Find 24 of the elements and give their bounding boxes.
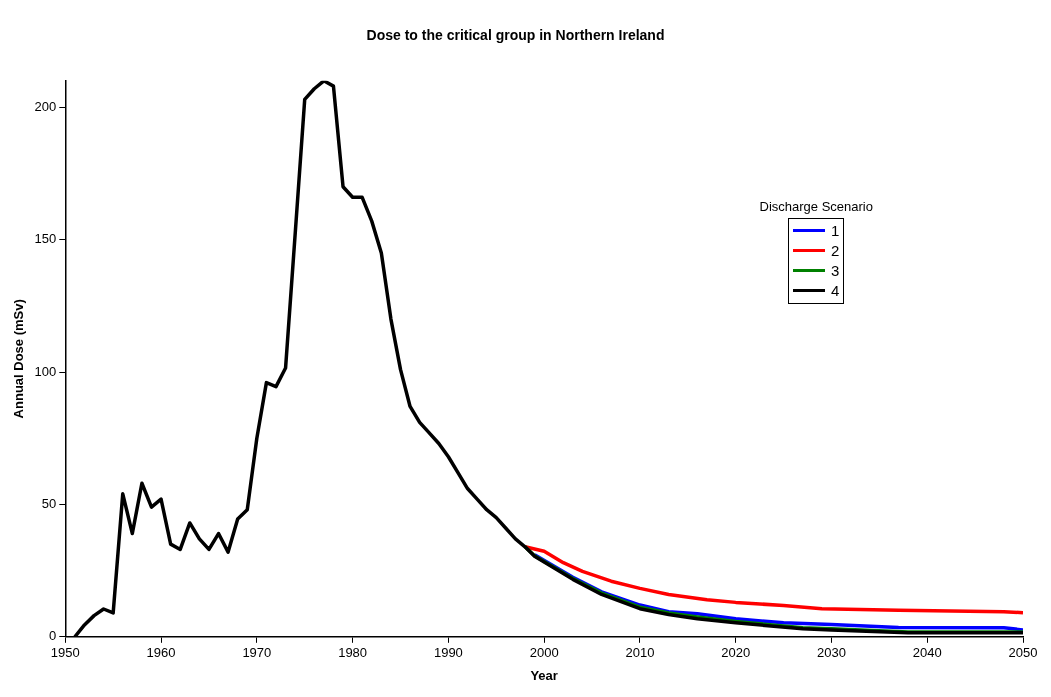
y-tick-label: 200 [34,98,57,114]
x-tick-label: 1990 [433,645,463,661]
legend-label: 4 [831,282,840,300]
x-tick-label: 2020 [721,645,751,661]
x-tick-label: 2010 [625,645,655,661]
legend-label: 2 [831,242,840,260]
y-tick-label: 50 [41,496,57,511]
y-tick-label: 100 [34,363,57,379]
chart-title: Dose to the critical group in Northern Ireland [366,27,665,44]
y-tick-label: 0 [49,628,57,644]
x-tick-label: 2030 [817,645,846,661]
x-tick-label: 1960 [146,645,176,661]
x-tick-label: 2040 [912,645,942,661]
x-tick-label: 2050 [1008,645,1038,661]
x-tick-label: 1950 [50,645,80,661]
x-axis-title: Year [530,667,558,683]
y-tick-label: 150 [34,231,57,247]
x-tick-label: 2000 [529,645,559,661]
legend-label: 3 [831,262,840,280]
x-tick-label: 1980 [338,645,368,661]
x-tick-label: 1970 [242,645,272,661]
y-axis-title: Annual Dose (mSv) [11,299,27,419]
legend-title: Discharge Scenario [759,198,873,214]
legend-label: 1 [831,222,840,240]
